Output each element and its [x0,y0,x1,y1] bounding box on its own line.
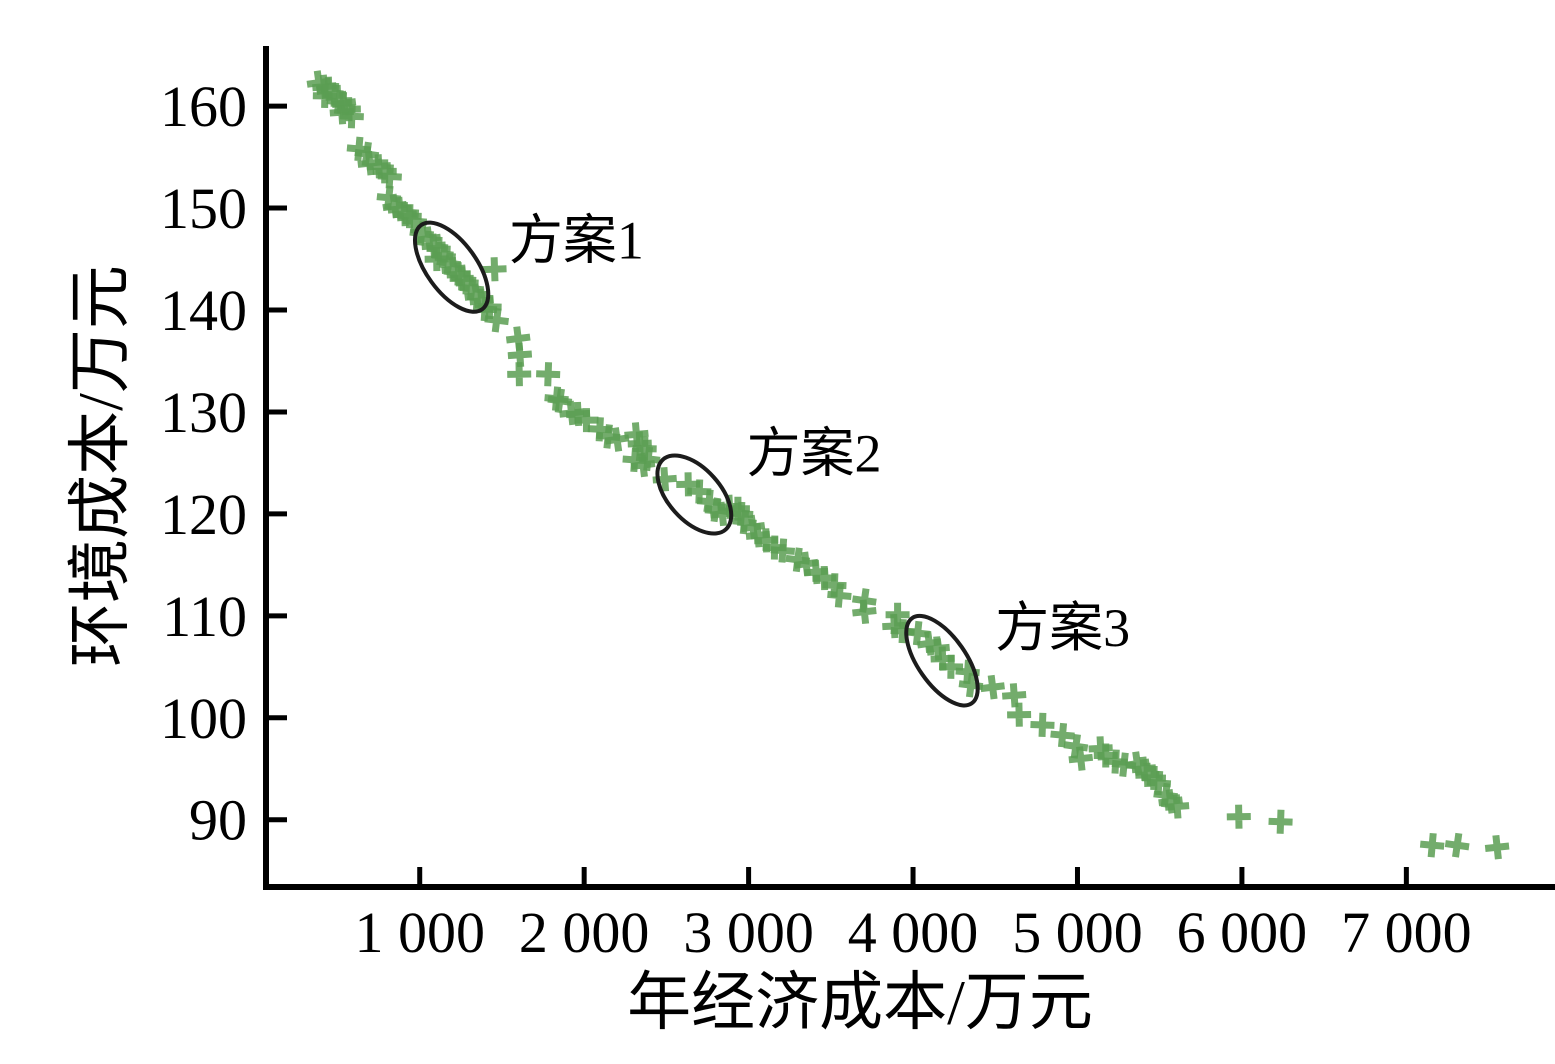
y-axis-title: 环境成本/万元 [65,265,136,667]
scatter-point [1226,804,1251,829]
annotation-ellipse [904,613,980,708]
scatter-point [980,674,1005,700]
scatter-point [377,164,402,189]
scatter-point [770,538,796,563]
scatter-point [938,654,964,679]
annotation-ellipse [412,220,491,314]
x-tick-label: 6 000 [1177,900,1308,965]
scatter-point [1419,832,1445,858]
scatter-point [827,583,852,608]
y-tick-label: 160 [160,74,247,139]
annotations: 方案1 方案2 方案3 [412,211,1130,708]
annotation-label: 方案2 [747,424,882,484]
annotation-label: 方案3 [995,598,1130,658]
scatter-point [1063,733,1089,759]
x-tick-label: 3 000 [683,900,814,965]
scatter-point [1030,712,1055,738]
axes [263,46,1555,890]
x-tick-label: 2 000 [519,900,650,965]
tick-labels: 1 000 2 000 3 000 4 000 5 000 6 000 7 000 90 100… [160,74,1472,965]
x-tick-label: 1 000 [354,900,485,965]
y-tick-label: 150 [160,176,247,241]
tick-marks [269,103,1409,884]
y-tick-label: 100 [160,686,247,751]
y-tick-label: 90 [189,788,247,853]
x-tick-label: 5 000 [1012,900,1143,965]
y-tick-label: 130 [160,380,247,445]
scatter-point [1268,809,1293,834]
scatter-point [536,362,561,387]
scatter-point [507,362,532,387]
scatter-point [852,599,877,625]
scatter-point [630,452,656,478]
scatter-point [484,307,510,333]
pareto-front-scatter-figure: 1 000 2 000 3 000 4 000 5 000 6 000 7 000 90 100… [40,16,1555,1048]
scatter-point [958,672,984,698]
scatter-point [1007,702,1032,727]
scatter-point [574,408,599,433]
x-axis-title: 年经济成本/万元 [627,967,1093,1038]
x-tick-label: 7 000 [1341,900,1472,965]
scatter-point [1484,834,1510,860]
annotation-ellipse [655,453,734,536]
chart-canvas: 1 000 2 000 3 000 4 000 5 000 6 000 7 000 90 100… [65,46,1555,1038]
y-tick-label: 110 [162,584,247,649]
scatter-point [482,257,507,282]
scatter-point [339,104,364,129]
scatter-point [1068,746,1094,771]
scatter-point [1164,794,1190,819]
scatter-point [885,602,910,627]
scatter-point [1001,683,1027,708]
y-tick-label: 140 [160,278,247,343]
scatter-points [306,70,1510,860]
x-tick-label: 4 000 [848,900,979,965]
scatter-point [1050,722,1075,748]
scatter-point [1444,832,1470,858]
y-tick-label: 120 [160,482,247,547]
axis-titles: 年经济成本/万元 环境成本/万元 [65,265,1093,1038]
annotation-label: 方案1 [509,211,644,271]
